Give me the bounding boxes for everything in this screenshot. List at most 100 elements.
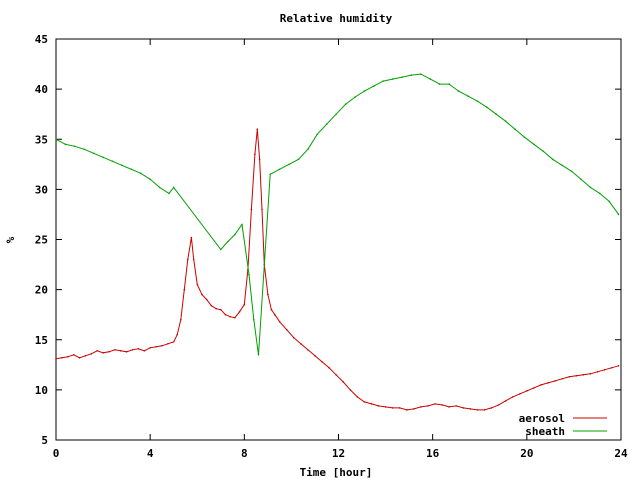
data-point-aerosol — [540, 384, 542, 386]
data-point-aerosol — [356, 396, 359, 398]
data-point-sheath — [438, 83, 441, 85]
data-point-sheath — [64, 143, 67, 146]
data-point-aerosol — [201, 293, 203, 296]
data-point-sheath — [168, 192, 170, 195]
y-tick-label: 25 — [35, 234, 48, 247]
data-point-aerosol — [250, 208, 253, 211]
data-point-aerosol — [413, 408, 415, 410]
data-point-sheath — [570, 170, 573, 173]
data-point-sheath — [363, 90, 366, 92]
data-point-aerosol — [293, 336, 295, 339]
data-point-sheath — [241, 223, 243, 226]
data-point-aerosol — [483, 409, 486, 411]
data-point-sheath — [307, 148, 309, 151]
data-point-aerosol — [448, 406, 450, 408]
data-point-sheath — [467, 95, 469, 97]
data-point-aerosol — [511, 396, 514, 398]
data-point-sheath — [391, 78, 394, 80]
data-point-aerosol — [363, 401, 366, 403]
data-point-sheath — [486, 106, 488, 108]
data-point-aerosol — [67, 356, 69, 358]
y-tick-label: 40 — [35, 83, 48, 96]
data-point-aerosol — [519, 393, 521, 395]
y-axis-ticks: 5 10 15 20 25 30 35 40 45 — [35, 33, 621, 447]
data-point-aerosol — [183, 288, 186, 291]
data-point-aerosol — [349, 389, 352, 391]
data-point-aerosol — [582, 374, 585, 376]
data-point-aerosol — [167, 343, 169, 345]
data-point-aerosol — [610, 367, 613, 369]
data-point-aerosol — [229, 315, 231, 318]
x-tick-label: 12 — [332, 447, 345, 460]
data-point-aerosol — [243, 303, 246, 306]
data-point-sheath — [373, 85, 375, 87]
data-point-sheath — [269, 173, 272, 176]
data-point-sheath — [335, 113, 337, 115]
data-point-sheath — [580, 178, 582, 181]
x-tick-label: 4 — [147, 447, 154, 460]
data-point-aerosol — [137, 348, 140, 350]
data-point-aerosol — [114, 349, 116, 351]
data-point-aerosol — [256, 128, 259, 130]
data-point-aerosol — [78, 357, 81, 359]
series-line-sheath — [55, 73, 620, 355]
data-point-aerosol — [314, 355, 316, 357]
data-point-aerosol — [190, 236, 193, 239]
data-point-aerosol — [258, 158, 261, 161]
data-point-aerosol — [321, 361, 323, 363]
x-tick-label: 8 — [241, 447, 248, 460]
data-point-aerosol — [490, 407, 493, 409]
data-point-aerosol — [270, 308, 273, 311]
data-point-sheath — [429, 78, 432, 80]
y-axis-label: % — [4, 236, 17, 243]
data-point-aerosol — [406, 409, 408, 411]
data-point-aerosol — [300, 343, 302, 345]
data-point-aerosol — [575, 375, 578, 377]
data-point-aerosol — [196, 283, 199, 286]
plot-frame — [55, 38, 622, 441]
data-point-aerosol — [526, 390, 528, 392]
data-point-sheath — [448, 83, 450, 85]
data-point-aerosol — [210, 304, 213, 307]
data-point-aerosol — [176, 333, 178, 336]
data-point-aerosol — [108, 351, 110, 353]
data-point-sheath — [514, 128, 516, 130]
y-tick-label: 30 — [35, 183, 48, 196]
data-point-aerosol — [205, 298, 208, 301]
data-point-aerosol — [172, 341, 175, 343]
data-point-sheath — [83, 148, 86, 151]
data-point-aerosol — [90, 353, 93, 355]
data-point-aerosol — [84, 355, 87, 357]
data-point-aerosol — [254, 153, 256, 156]
data-point-sheath — [92, 152, 95, 155]
data-point-aerosol — [131, 349, 134, 351]
data-point-aerosol — [328, 367, 330, 369]
data-point-aerosol — [220, 308, 222, 311]
data-point-aerosol — [342, 381, 345, 383]
data-point-aerosol — [261, 208, 263, 211]
series-sheath — [55, 73, 620, 356]
data-point-aerosol — [370, 403, 373, 405]
data-point-sheath — [55, 138, 57, 141]
data-point-sheath — [140, 172, 142, 175]
x-tick-label: 0 — [53, 447, 60, 460]
data-point-aerosol — [455, 405, 458, 407]
data-point-aerosol — [285, 328, 288, 331]
legend-label-aerosol: aerosol — [519, 412, 565, 425]
data-point-aerosol — [96, 350, 98, 352]
data-point-sheath — [220, 248, 222, 251]
data-point-sheath — [227, 240, 229, 243]
data-point-aerosol — [441, 404, 443, 406]
data-point-sheath — [297, 158, 300, 161]
data-point-sheath — [401, 76, 403, 78]
data-point-aerosol — [187, 258, 189, 261]
data-point-sheath — [344, 103, 347, 105]
data-point-aerosol — [274, 313, 276, 316]
data-point-aerosol — [192, 258, 195, 261]
data-point-aerosol — [568, 376, 570, 378]
data-point-aerosol — [476, 409, 479, 411]
data-point-aerosol — [307, 349, 309, 351]
data-point-sheath — [121, 164, 123, 167]
data-point-aerosol — [462, 407, 465, 409]
